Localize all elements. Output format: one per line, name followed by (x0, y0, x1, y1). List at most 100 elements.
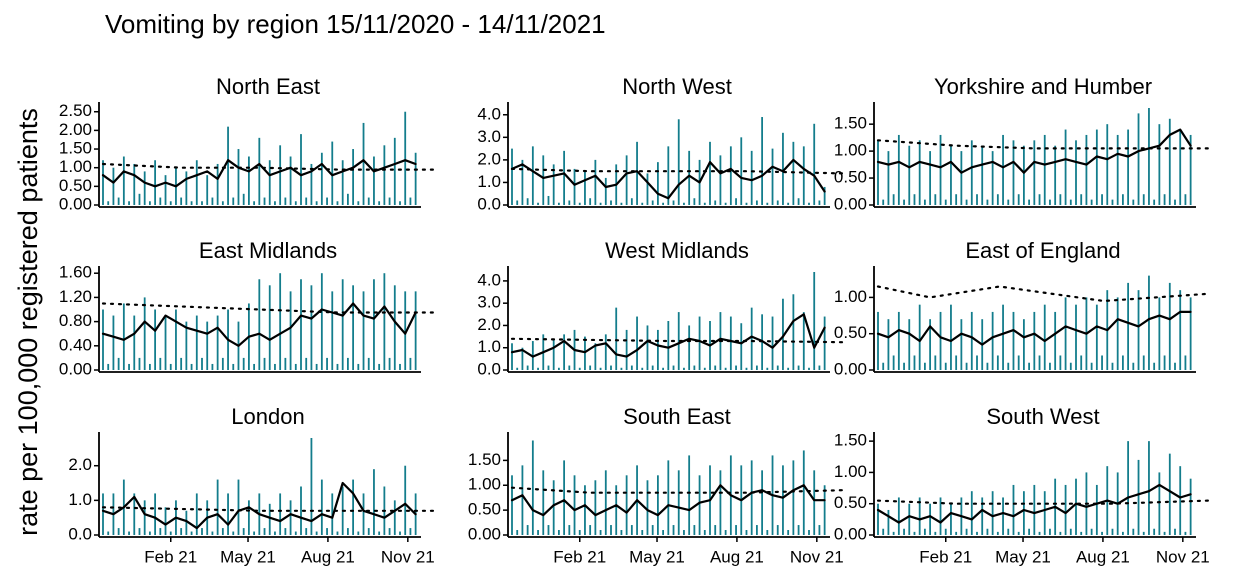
bar (531, 440, 534, 535)
bar (159, 528, 162, 535)
bar (404, 291, 407, 370)
y-tick-label: 1.20 (59, 287, 92, 306)
bar (336, 201, 339, 205)
y-tick-label: 0.00 (59, 359, 92, 378)
bar (656, 162, 659, 205)
y-tick-label: 3.0 (477, 127, 501, 146)
bar (393, 500, 396, 535)
bar (1142, 355, 1145, 370)
bar (578, 367, 581, 370)
bar (331, 291, 334, 370)
average-line (510, 158, 826, 200)
bar (1121, 194, 1124, 205)
y-tick-label: 1.00 (468, 475, 501, 494)
bar (677, 312, 680, 370)
bar (1179, 290, 1182, 370)
bar (745, 202, 748, 205)
bar (352, 479, 355, 535)
bar (996, 531, 999, 535)
bar (882, 362, 885, 370)
baseline-line (101, 506, 435, 512)
bar (112, 167, 115, 205)
bar (227, 493, 229, 535)
bar (771, 316, 774, 370)
bar (913, 355, 916, 370)
y-tick-label: 1.50 (834, 431, 867, 450)
bar (714, 365, 717, 370)
bar (206, 321, 209, 370)
bar (185, 171, 188, 205)
panel: East of England 0.00 0.50 1.00 (834, 238, 1210, 378)
bar (1184, 531, 1187, 535)
bar (882, 528, 885, 535)
bar (808, 367, 810, 370)
bar (107, 531, 110, 535)
bar (1043, 491, 1046, 535)
bar (414, 152, 417, 205)
bar (310, 163, 313, 205)
bar (190, 201, 193, 205)
bar (289, 291, 292, 370)
bar (1075, 478, 1077, 535)
bar (672, 525, 675, 535)
bar (557, 367, 560, 370)
bar (1022, 319, 1025, 370)
bar (133, 315, 136, 370)
bar (1090, 528, 1093, 535)
bar (934, 531, 937, 535)
bar (766, 367, 769, 370)
bar (1142, 531, 1145, 535)
bar (1069, 199, 1072, 205)
bar (693, 198, 696, 205)
bar (154, 160, 157, 205)
bar (1049, 362, 1051, 370)
bar (1012, 484, 1015, 535)
bar (357, 363, 360, 370)
bar (714, 525, 717, 535)
bar (1158, 472, 1161, 535)
bar (542, 155, 545, 205)
bar (1080, 355, 1083, 370)
bar (1002, 497, 1004, 535)
bar (211, 531, 214, 535)
bar (1163, 355, 1166, 370)
bar (1090, 362, 1093, 370)
bar (1085, 134, 1088, 205)
bar (918, 140, 921, 205)
bar (563, 150, 566, 205)
bar (625, 155, 628, 205)
baseline-line (101, 302, 435, 314)
bar (1033, 140, 1036, 205)
bar (1017, 355, 1020, 370)
bar (326, 197, 328, 205)
bar (1184, 355, 1187, 370)
bar (253, 201, 256, 205)
bar (393, 137, 396, 205)
bar (122, 303, 125, 370)
bar (610, 365, 612, 370)
bar (813, 272, 816, 370)
bar (672, 200, 675, 205)
bar (897, 311, 900, 370)
bar (599, 367, 602, 370)
bar (897, 497, 900, 535)
bar (117, 197, 120, 205)
bar (1080, 531, 1083, 535)
bar (1153, 362, 1156, 370)
bar (996, 355, 999, 370)
average-line (876, 128, 1192, 174)
bar (557, 530, 560, 535)
bar (143, 171, 146, 205)
bar (526, 198, 529, 205)
average-line (510, 484, 826, 517)
bar (641, 530, 644, 535)
bar (897, 134, 900, 205)
bar (148, 531, 151, 535)
bar (1137, 459, 1140, 535)
bar (929, 151, 932, 205)
baseline-line (876, 139, 1210, 150)
bar (1127, 441, 1130, 535)
bar (221, 528, 224, 535)
bar (955, 531, 958, 535)
bar (1017, 194, 1020, 205)
